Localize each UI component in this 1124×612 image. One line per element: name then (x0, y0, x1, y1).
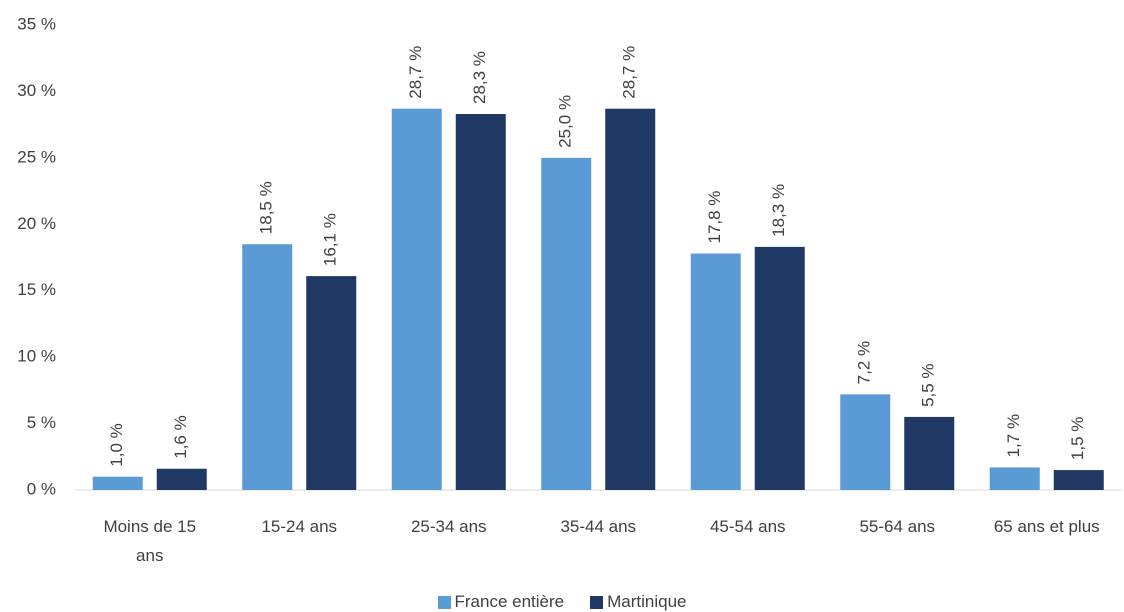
bar (156, 468, 207, 490)
x-tick-label: 15-24 ans (261, 517, 338, 536)
y-tick-label: 20 % (17, 214, 56, 233)
legend-swatch (590, 595, 604, 609)
bar (904, 416, 955, 490)
data-label: 1,6 % (171, 415, 190, 458)
bar (840, 394, 891, 490)
data-label: 18,3 % (769, 184, 788, 237)
legend-label: France entière (454, 592, 565, 611)
data-label: 16,1 % (321, 213, 340, 266)
data-label: 1,5 % (1068, 417, 1087, 460)
data-label: 28,7 % (406, 46, 425, 99)
data-label: 25,0 % (556, 95, 575, 148)
bar (242, 244, 293, 490)
x-tick-label: Moins de 15 ans (103, 517, 197, 565)
data-label: 28,3 % (470, 51, 489, 104)
data-label: 17,8 % (705, 191, 724, 244)
x-tick-label: 35-44 ans (560, 517, 637, 536)
bar (754, 246, 805, 490)
bar (690, 253, 741, 490)
bar (306, 276, 357, 490)
x-tick-label: 65 ans et plus (993, 517, 1100, 536)
data-label: 1,7 % (1004, 414, 1023, 457)
x-tick-label: 25-34 ans (410, 517, 487, 536)
y-tick-label: 30 % (17, 81, 56, 100)
bar (92, 476, 143, 490)
bar (455, 114, 506, 490)
y-tick-label: 10 % (17, 347, 56, 366)
data-label: 7,2 % (855, 341, 874, 384)
bar (605, 108, 656, 490)
y-tick-label: 15 % (17, 280, 56, 299)
data-label: 28,7 % (620, 46, 639, 99)
bar (1053, 470, 1104, 490)
y-tick-label: 35 % (17, 14, 56, 33)
bar (541, 157, 592, 490)
data-label: 1,0 % (107, 423, 126, 466)
y-tick-label: 0 % (27, 479, 56, 498)
data-label: 5,5 % (919, 363, 938, 406)
legend-swatch (437, 595, 451, 609)
legend-label: Martinique (607, 592, 687, 611)
bar (989, 467, 1040, 490)
x-tick-label: 45-54 ans (709, 517, 786, 536)
legend-item: Martinique (590, 592, 687, 612)
data-label: 18,5 % (257, 181, 276, 234)
x-tick-label: 55-64 ans (859, 517, 936, 536)
y-tick-label: 25 % (17, 147, 56, 166)
legend: France entière Martinique (0, 592, 1124, 612)
legend-item: France entière (437, 592, 565, 612)
y-tick-label: 5 % (27, 413, 56, 432)
bar (391, 108, 442, 490)
